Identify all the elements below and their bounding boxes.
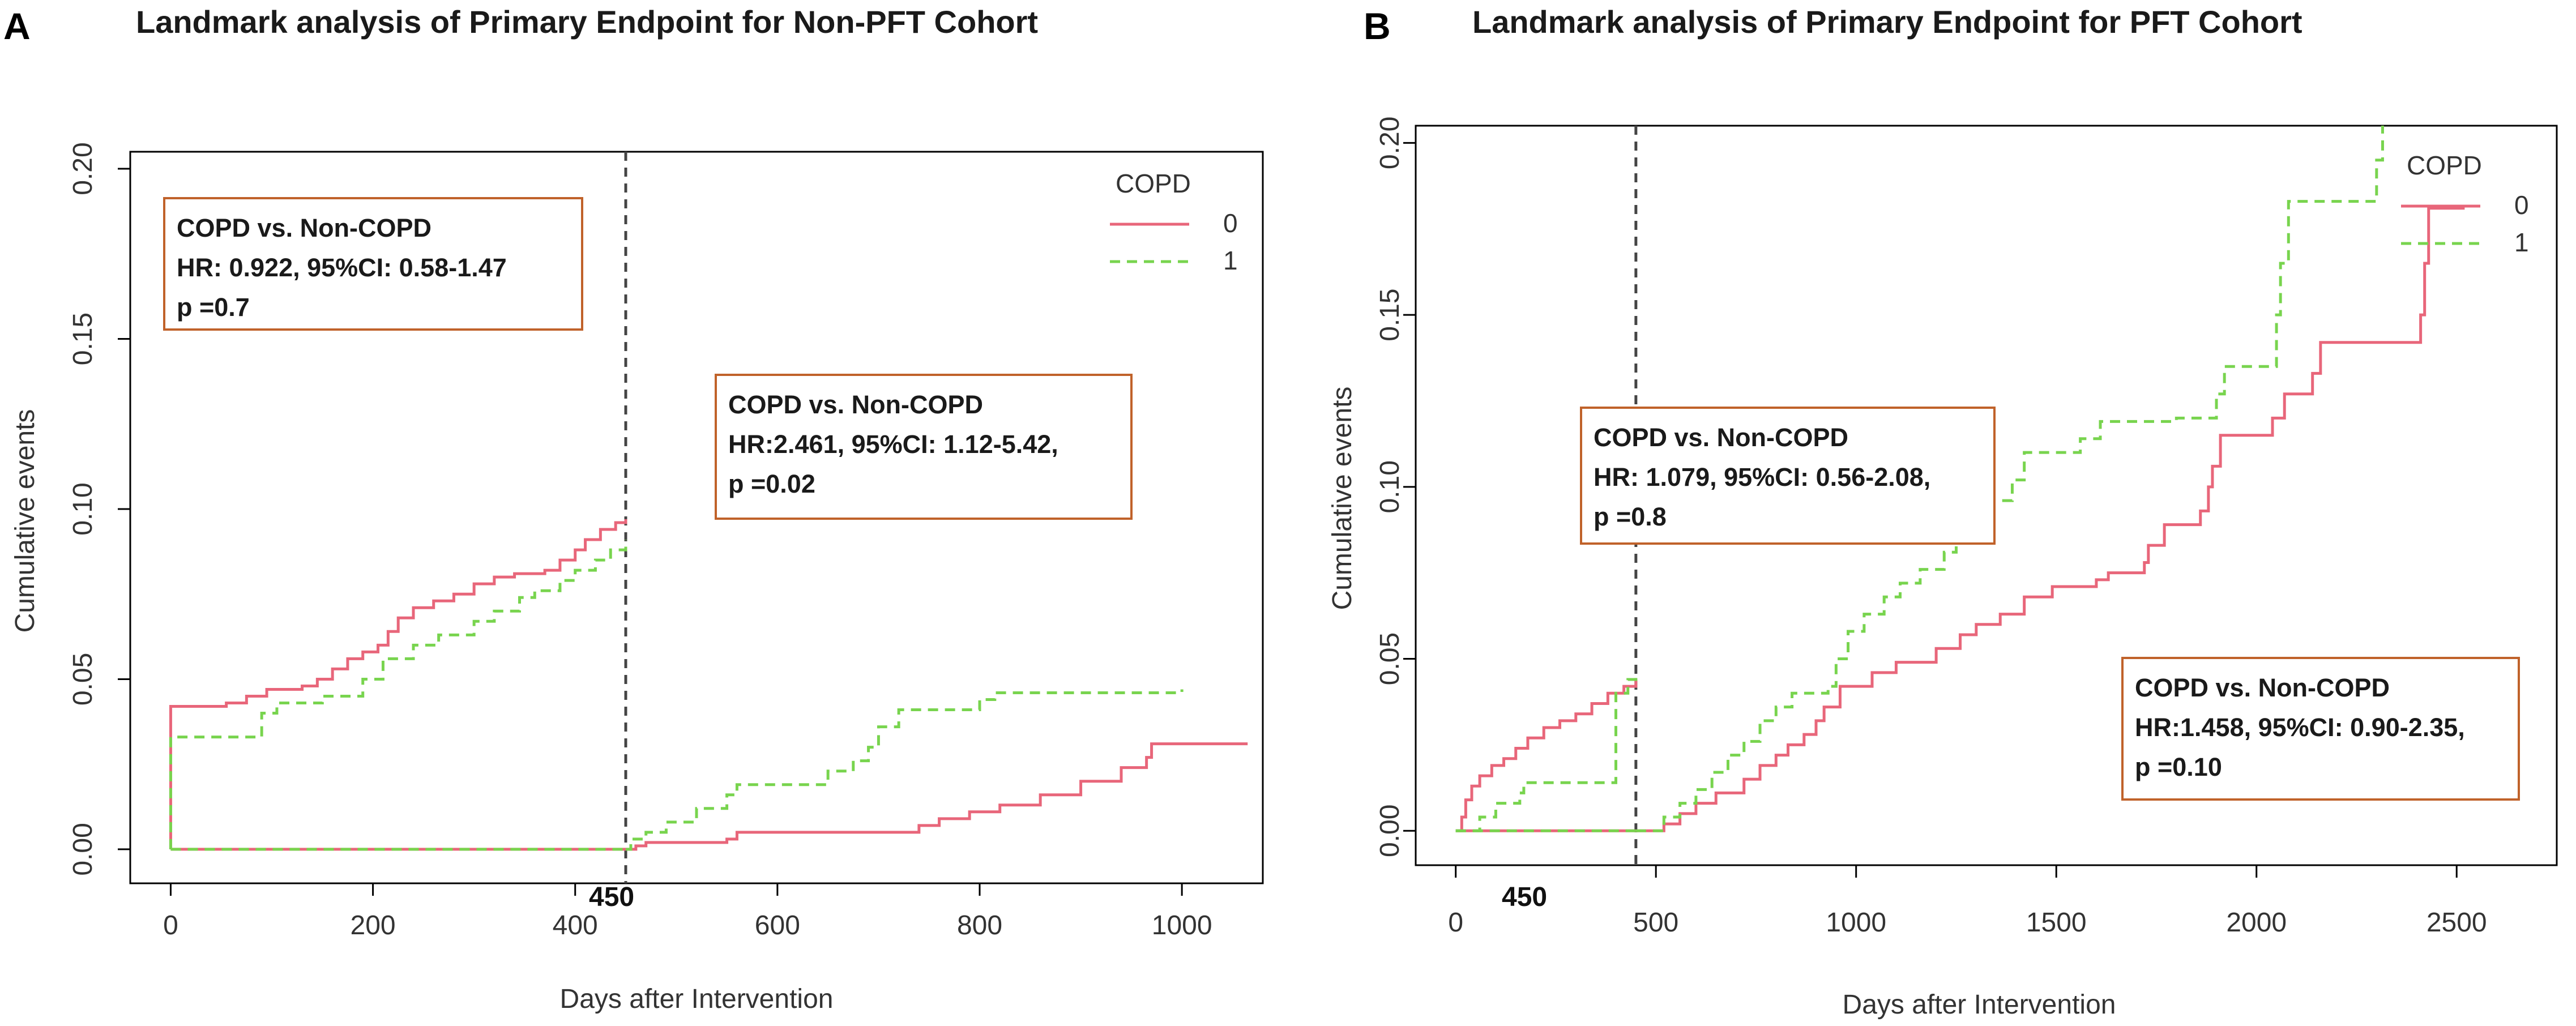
y-axis-label: Cumulative events: [1327, 387, 1357, 610]
legend-label: 1: [1223, 246, 1238, 275]
annotation-line: COPD vs. Non-COPD: [1594, 423, 1849, 452]
chart-plot: 0 200 400 600 800 1000 0.00 0.05 0.10 0.15 0.20 Day…: [10, 142, 1264, 1014]
plot-frame: [129, 151, 1264, 884]
x-tick-label: 1000: [1826, 908, 1886, 938]
y-tick-label: 0.00: [1375, 805, 1405, 857]
series-line-1: [1455, 672, 1638, 832]
x-axis-label: Days after Intervention: [1843, 990, 2116, 1020]
annotation-line: HR:2.461, 95%CI: 1.12-5.42,: [728, 429, 1058, 459]
y-tick-label: 0.10: [1375, 460, 1405, 513]
x-tick-label: 800: [957, 910, 1002, 940]
annotation-box: COPD vs. Non-COPD HR:1.458, 95%CI: 0.90-…: [2121, 657, 2520, 801]
annotation-line: COPD vs. Non-COPD: [728, 390, 984, 419]
landmark-label: 450: [589, 882, 634, 912]
y-tick-label: 0.10: [68, 482, 98, 535]
annotation-line: COPD vs. Non-COPD: [2135, 673, 2390, 702]
y-tick-label: 0.15: [1375, 288, 1405, 341]
x-tick-label: 1000: [1152, 910, 1212, 940]
annotation-line: HR:1.458, 95%CI: 0.90-2.35,: [2135, 712, 2465, 742]
series-line-1: [626, 689, 1184, 851]
x-tick-label: 500: [1633, 908, 1678, 938]
annotation-box: COPD vs. Non-COPD HR: 0.922, 95%CI: 0.58…: [163, 197, 583, 331]
landmark-label: 450: [1502, 882, 1547, 912]
annotation-line: p =0.8: [1594, 502, 1667, 531]
annotation-line: p =0.02: [728, 469, 815, 498]
legend-title: COPD: [1116, 169, 1191, 198]
annotation-box: COPD vs. Non-COPD HR:2.461, 95%CI: 1.12-…: [715, 374, 1133, 520]
y-axis-label: Cumulative events: [10, 409, 40, 633]
y-tick-label: 0.20: [1375, 117, 1405, 169]
series-line-1: [1635, 126, 2384, 832]
x-tick-label: 0: [1448, 908, 1463, 938]
x-tick-label: 200: [351, 910, 396, 940]
series-line-0: [1635, 207, 2465, 832]
series-line-1: [169, 540, 627, 849]
chart-title: Landmark analysis of Primary Endpoint fo…: [1472, 4, 2302, 40]
legend-label: 0: [2514, 190, 2529, 220]
panel-letter: B: [1364, 5, 1391, 47]
annotation-line: p =0.7: [177, 292, 250, 322]
legend-label: 0: [1223, 208, 1238, 238]
annotation-line: HR: 0.922, 95%CI: 0.58-1.47: [177, 253, 507, 282]
x-tick-label: 2500: [2427, 908, 2487, 938]
y-tick-label: 0.00: [68, 823, 98, 875]
y-tick-label: 0.15: [68, 313, 98, 365]
series-line-0: [169, 519, 627, 849]
y-tick-label: 0.20: [68, 142, 98, 195]
y-tick-label: 0.05: [1375, 632, 1405, 685]
legend-title: COPD: [2407, 151, 2482, 180]
x-tick-label: 1500: [2026, 908, 2087, 938]
annotation-box: COPD vs. Non-COPD HR: 1.079, 95%CI: 0.56…: [1580, 407, 1996, 545]
annotation-line: COPD vs. Non-COPD: [177, 213, 432, 242]
panel-letter: A: [3, 5, 31, 47]
chart-plot: 0 500 1000 1500 2000 2500 0.00 0.05 0.10 0.15 0.20…: [1327, 117, 2558, 1020]
y-tick-label: 0.05: [68, 653, 98, 706]
x-tick-label: 2000: [2226, 908, 2287, 938]
series-line-0: [626, 742, 1248, 851]
annotation-line: HR: 1.079, 95%CI: 0.56-2.08,: [1594, 462, 1931, 491]
panel-b: B Landmark analysis of Primary Endpoint …: [1302, 0, 2576, 1026]
panel-a: A Landmark analysis of Primary Endpoint …: [3, 4, 1264, 1014]
x-axis-label: Days after Intervention: [560, 984, 834, 1014]
annotation-line: p =0.10: [2135, 752, 2222, 781]
x-tick-label: 400: [553, 910, 598, 940]
x-tick-label: 600: [755, 910, 800, 940]
x-tick-label: 0: [163, 910, 178, 940]
series-line-0: [1455, 679, 1638, 832]
chart-title: Landmark analysis of Primary Endpoint fo…: [136, 4, 1039, 40]
plot-frame: [1415, 125, 2558, 866]
legend-label: 1: [2514, 228, 2529, 257]
